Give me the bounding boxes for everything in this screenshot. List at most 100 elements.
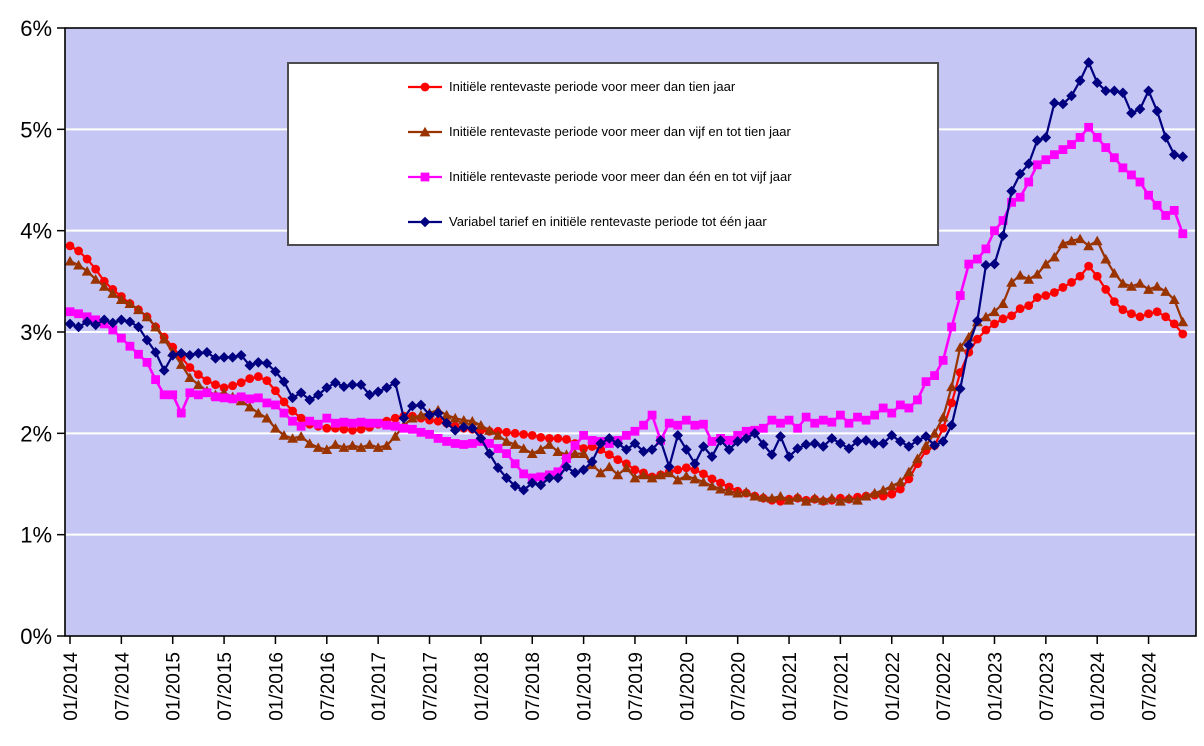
data-point-square [236,392,246,402]
data-point-triangle [526,448,538,458]
data-point-diamond [1023,158,1035,170]
data-point-triangle [903,466,915,477]
data-point-diamond [989,258,1000,270]
data-point-circle [972,334,982,344]
data-point-triangle [757,491,769,502]
data-point-triangle [184,372,196,382]
data-point-circle [553,434,563,443]
x-tick-label: 01/2018 [472,652,493,721]
data-point-square [741,426,751,436]
data-point-triangle [312,442,324,452]
data-point-square [776,418,785,428]
data-point-triangle [270,423,281,433]
data-point-circle [1067,277,1076,287]
data-point-square [861,415,871,425]
data-point-circle [433,416,443,426]
data-point-square [450,439,460,448]
data-point-circle [1161,312,1171,322]
data-point-diamond [355,379,367,390]
data-point-square [930,371,939,380]
data-point-square [990,226,999,236]
data-point-circle [271,386,280,396]
data-point-diamond [1100,85,1112,97]
data-point-diamond [972,315,983,327]
data-point-diamond [852,436,863,447]
data-point-diamond [963,339,975,351]
data-point-triangle [261,412,273,423]
data-point-diamond [484,448,495,459]
data-point-triangle [1117,278,1129,288]
legend-item-vijf-tot-tien-jaar: Initiële rentevaste periode voor meer da… [289,109,937,154]
data-point-triangle [1066,235,1077,246]
data-point-square [416,427,426,437]
x-tick-label: 01/2023 [985,652,1006,721]
legend-label: Initiële rentevaste periode voor meer da… [449,169,792,184]
data-point-triangle [509,439,521,449]
data-point-diamond [1126,107,1137,119]
data-point-diamond [526,477,538,489]
data-point-triangle [158,333,170,344]
data-point-triangle [749,490,761,501]
data-point-square [296,421,306,431]
data-point-circle [699,469,708,479]
data-point-diamond [629,438,641,449]
data-point-square [647,410,657,420]
data-point-diamond [672,430,684,441]
data-point-square [330,418,340,428]
data-point-diamond [201,346,213,358]
data-point-square [65,307,75,317]
data-point-triangle [672,474,684,485]
data-point-triangle [458,414,470,425]
data-point-circle [510,428,520,438]
data-point-diamond [997,230,1009,242]
data-point-diamond [1031,135,1043,146]
legend-item-een-tot-vijf-jaar: Initiële rentevaste periode voor meer da… [289,154,937,199]
data-point-diamond [253,357,264,368]
data-point-circle [202,376,212,386]
x-tick-label: 01/2021 [780,652,801,721]
data-point-triangle [929,428,940,438]
data-point-square [467,439,477,448]
data-point-triangle [792,491,803,502]
data-point-square [1050,150,1059,160]
data-point-square [947,322,957,332]
data-point-triangle [997,298,1009,309]
data-point-diamond [895,436,906,447]
data-point-triangle [295,431,307,441]
data-point-circle [527,430,537,440]
data-point-diamond [107,317,119,329]
data-point-diamond [723,444,735,455]
x-tick-label: 01/2014 [61,652,82,721]
data-point-diamond [552,472,564,484]
data-point-square [895,400,905,410]
data-point-triangle [877,484,889,495]
data-point-square [673,420,683,430]
data-point-circle [1058,283,1068,292]
data-point-diamond [312,389,324,401]
data-point-circle [348,425,357,435]
data-point-triangle [920,440,932,450]
data-point-triangle [338,442,350,452]
data-point-diamond [398,412,410,424]
data-point-triangle [441,409,453,420]
data-point-triangle [1126,281,1137,291]
data-point-circle [1152,307,1162,317]
data-point-diamond [1074,75,1086,86]
data-point-square [1084,122,1094,132]
data-point-circle [716,478,725,488]
data-point-diamond [381,382,393,394]
data-point-diamond [603,433,615,444]
data-point-diamond [535,479,547,491]
data-point-diamond [578,464,589,476]
legend-label: Initiële rentevaste periode voor meer da… [449,124,791,139]
data-point-square [1101,143,1111,152]
data-point-square [125,341,135,351]
data-point-circle [194,370,203,379]
y-tick-label: 2% [20,421,52,446]
data-point-diamond [860,435,872,446]
data-point-diamond [184,350,196,361]
data-point-circle [74,246,83,256]
data-point-square [1135,177,1145,187]
data-point-square [913,395,922,405]
data-point-diamond [64,318,76,330]
